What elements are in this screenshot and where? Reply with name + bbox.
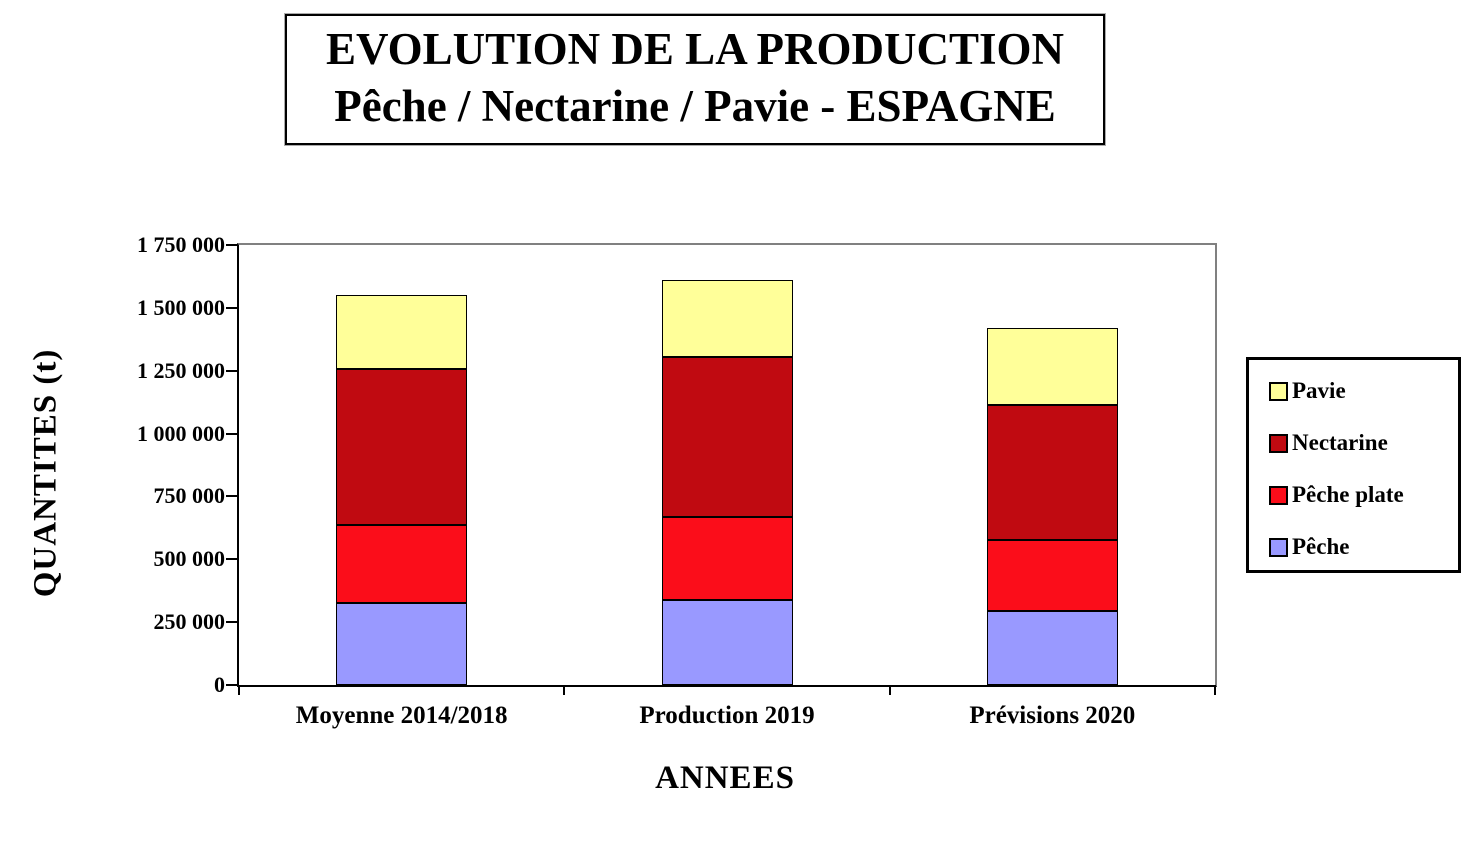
chart-title-line2: Pêche / Nectarine / Pavie - ESPAGNE bbox=[334, 80, 1056, 131]
chart-title-box: EVOLUTION DE LA PRODUCTION Pêche / Necta… bbox=[285, 14, 1105, 146]
legend-item-label: Nectarine bbox=[1292, 430, 1388, 455]
bar-segment-pavie bbox=[336, 295, 468, 370]
y-axis-tick bbox=[226, 369, 237, 372]
y-axis-tick bbox=[226, 306, 237, 309]
plot-area: 0 250 000 500 000 750 000 1 000 000 1 250 000… bbox=[137, 232, 1217, 729]
bar-segment-nectarine bbox=[986, 404, 1118, 541]
legend-swatch-icon bbox=[1269, 433, 1288, 453]
bar-segment-p-che-plate bbox=[986, 540, 1118, 611]
legend-item: Pêche bbox=[1249, 521, 1458, 573]
legend-item-label: Pavie bbox=[1292, 378, 1346, 403]
y-axis-tick-label: 1 500 000 bbox=[137, 294, 225, 320]
bar-segment-p-che bbox=[661, 599, 793, 685]
y-axis-tick bbox=[226, 684, 237, 686]
legend-item-label: Pêche plate bbox=[1292, 482, 1404, 507]
legend-item: Nectarine bbox=[1249, 417, 1458, 469]
y-axis-tick-label: 0 bbox=[214, 672, 225, 697]
y-axis-tick-label: 250 000 bbox=[153, 609, 226, 635]
legend-swatch-icon bbox=[1269, 537, 1288, 557]
bar-segment-p-che bbox=[336, 603, 468, 685]
x-axis-category-label: Prévisions 2020 bbox=[969, 702, 1136, 729]
y-axis-tick-label: 1 000 000 bbox=[137, 420, 225, 446]
legend-item: Pêche plate bbox=[1249, 469, 1458, 521]
x-axis-category-label: Moyenne 2014/2018 bbox=[295, 702, 508, 729]
y-axis-tick-label: 750 000 bbox=[153, 483, 226, 509]
bar-segment-p-che-plate bbox=[661, 516, 793, 600]
x-axis-tick bbox=[238, 685, 240, 695]
legend-item: Pavie bbox=[1249, 365, 1458, 417]
x-axis-tick bbox=[888, 685, 891, 695]
legend-swatch-icon bbox=[1269, 381, 1288, 401]
y-axis-tick bbox=[226, 244, 237, 246]
chart-title-line1: EVOLUTION DE LA PRODUCTION bbox=[326, 24, 1064, 74]
y-axis-tick bbox=[226, 495, 237, 498]
bar-segment-pavie bbox=[661, 280, 793, 357]
x-axis-title: ANNEES bbox=[655, 760, 795, 796]
bar-segment-pavie bbox=[986, 328, 1118, 405]
bar-segment-p-che-plate bbox=[336, 525, 468, 604]
x-axis-tick bbox=[563, 685, 566, 695]
bar-segment-nectarine bbox=[661, 356, 793, 517]
y-axis-title: QUANTITES (t) bbox=[27, 348, 64, 598]
legend-item-label: Pêche bbox=[1292, 534, 1350, 559]
y-axis-tick-label: 1 750 000 bbox=[137, 232, 225, 257]
bar-segment-p-che bbox=[986, 610, 1118, 685]
legend-swatch-icon bbox=[1269, 485, 1288, 505]
y-axis-tick bbox=[226, 558, 237, 561]
y-axis-tick bbox=[226, 432, 237, 435]
bar-segment-nectarine bbox=[336, 369, 468, 526]
legend: Pavie Nectarine Pêche plate Pêche bbox=[1246, 357, 1461, 573]
y-axis-tick-label: 500 000 bbox=[153, 546, 226, 572]
x-axis-tick bbox=[1214, 685, 1216, 695]
y-axis-tick-label: 1 250 000 bbox=[137, 357, 225, 383]
x-axis-category-label: Production 2019 bbox=[639, 702, 815, 729]
y-axis-tick bbox=[226, 621, 237, 624]
